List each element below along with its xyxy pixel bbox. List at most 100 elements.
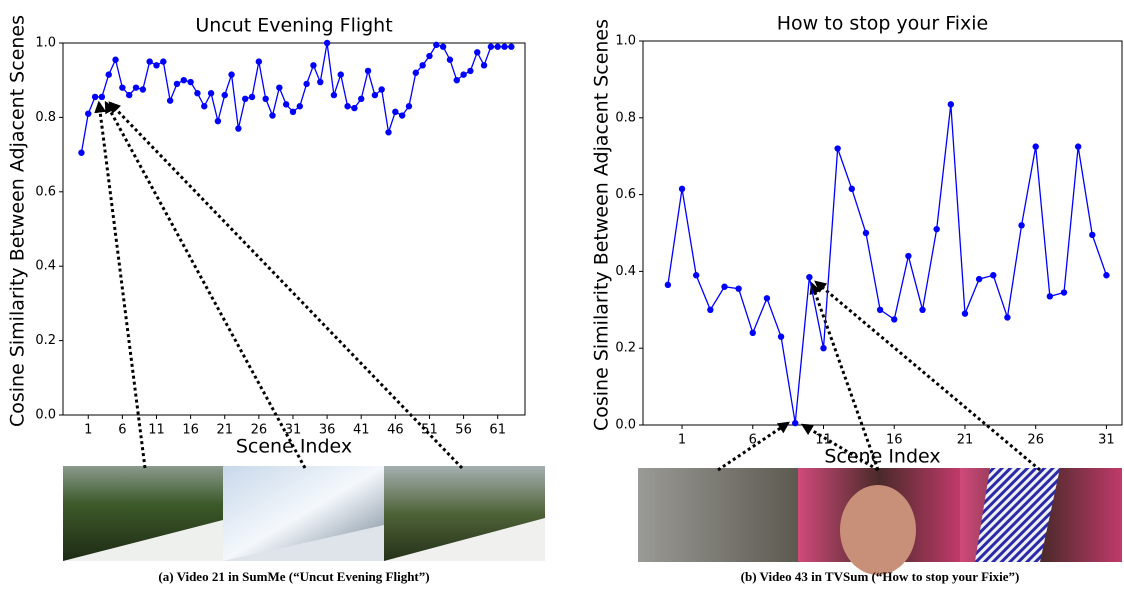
- data-point: [460, 71, 466, 77]
- y-tick-label: 0.4: [615, 264, 636, 279]
- data-point: [174, 81, 180, 87]
- data-point: [235, 125, 241, 131]
- x-tick-label: 1: [678, 433, 686, 448]
- data-point: [153, 62, 159, 68]
- data-point: [495, 44, 501, 50]
- x-tick-label: 41: [353, 423, 370, 438]
- x-tick-label: 31: [1098, 433, 1115, 448]
- data-point: [905, 253, 911, 259]
- data-point: [187, 79, 193, 85]
- data-point: [160, 58, 166, 64]
- data-point: [440, 44, 446, 50]
- x-tick-label: 56: [455, 423, 472, 438]
- y-tick-label: 0.4: [35, 259, 56, 274]
- caption: (b) Video 43 in TVSum (“How to stop your…: [741, 569, 1020, 584]
- data-point: [331, 92, 337, 98]
- data-point: [338, 71, 344, 77]
- y-tick-label: 0.8: [35, 110, 56, 125]
- x-tick-label: 46: [387, 423, 404, 438]
- data-point: [365, 68, 371, 74]
- data-point: [1033, 143, 1039, 149]
- data-point: [351, 105, 357, 111]
- data-point: [488, 44, 494, 50]
- x-tick-label: 6: [118, 423, 126, 438]
- data-point: [976, 276, 982, 282]
- arrow: [110, 103, 462, 468]
- arrow: [106, 103, 305, 468]
- data-point: [1004, 314, 1010, 320]
- data-point: [297, 103, 303, 109]
- data-point: [948, 101, 954, 107]
- x-tick-label: 1: [84, 423, 92, 438]
- y-tick-label: 0.2: [35, 333, 56, 348]
- x-axis-label: Scene Index: [824, 446, 940, 468]
- data-point: [324, 40, 330, 46]
- data-point: [877, 307, 883, 313]
- data-point: [99, 94, 105, 100]
- data-point: [106, 71, 112, 77]
- data-point: [778, 333, 784, 339]
- y-tick-label: 0.0: [35, 408, 56, 423]
- data-point: [792, 420, 798, 426]
- data-point: [990, 272, 996, 278]
- data-point: [201, 103, 207, 109]
- data-point: [399, 112, 405, 118]
- x-tick-label: 26: [1027, 433, 1044, 448]
- data-point: [764, 295, 770, 301]
- chart-title: How to stop your Fixie: [777, 13, 988, 35]
- data-point: [303, 81, 309, 87]
- data-point: [834, 145, 840, 151]
- arrow: [816, 282, 1040, 470]
- data-point: [262, 96, 268, 102]
- data-point: [133, 84, 139, 90]
- data-line: [668, 104, 1107, 423]
- x-tick-label: 11: [148, 423, 165, 438]
- data-point: [1018, 222, 1024, 228]
- data-point: [317, 79, 323, 85]
- data-point: [1089, 232, 1095, 238]
- data-point: [1061, 289, 1067, 295]
- data-point: [372, 92, 378, 98]
- y-tick-label: 1.0: [35, 36, 56, 51]
- data-point: [194, 90, 200, 96]
- data-point: [208, 90, 214, 96]
- y-tick-label: 0.8: [615, 110, 636, 125]
- data-point: [508, 44, 514, 50]
- data-point: [474, 49, 480, 55]
- data-point: [679, 186, 685, 192]
- y-tick-label: 0.6: [615, 187, 636, 202]
- data-point: [378, 86, 384, 92]
- data-point: [119, 84, 125, 90]
- figure: 0.00.20.40.60.81.01611162126313641465156…: [0, 0, 1124, 592]
- data-point: [863, 230, 869, 236]
- x-tick-label: 6: [749, 433, 757, 448]
- data-point: [665, 282, 671, 288]
- data-point: [481, 62, 487, 68]
- x-tick-label: 61: [489, 423, 506, 438]
- data-point: [310, 62, 316, 68]
- data-point: [140, 86, 146, 92]
- data-point: [222, 92, 228, 98]
- thumbnails: [63, 466, 1122, 575]
- data-point: [269, 112, 275, 118]
- data-point: [228, 71, 234, 77]
- data-point: [283, 101, 289, 107]
- x-tick-label: 21: [216, 423, 233, 438]
- data-point: [242, 96, 248, 102]
- data-point: [735, 285, 741, 291]
- data-point: [413, 70, 419, 76]
- thumbnail: [638, 468, 798, 562]
- data-point: [433, 42, 439, 48]
- data-point: [276, 84, 282, 90]
- data-point: [358, 96, 364, 102]
- x-axis-label: Scene Index: [236, 436, 352, 458]
- data-point: [78, 150, 84, 156]
- chart-title: Uncut Evening Flight: [195, 15, 392, 37]
- data-point: [1075, 143, 1081, 149]
- data-point: [290, 109, 296, 115]
- data-point: [1047, 293, 1053, 299]
- data-point: [256, 58, 262, 64]
- data-point: [181, 77, 187, 83]
- data-point: [467, 68, 473, 74]
- data-point: [820, 345, 826, 351]
